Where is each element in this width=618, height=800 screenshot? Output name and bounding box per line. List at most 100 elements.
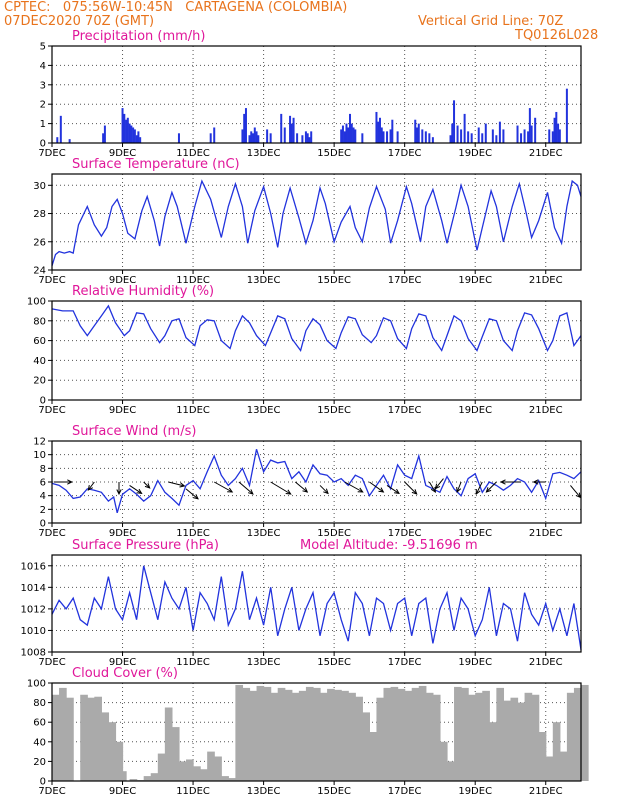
precip-bar <box>528 108 531 143</box>
precip-bar <box>244 108 247 143</box>
precip-bar <box>133 129 136 143</box>
precip-bar <box>389 129 392 143</box>
precip-bar <box>516 125 519 143</box>
cloud-area-bar <box>263 686 272 781</box>
wind-arrow-shaft <box>369 481 384 493</box>
precip-bar <box>253 127 256 143</box>
cloud-area-bar <box>291 692 300 781</box>
precip-bar <box>177 133 180 143</box>
wind-arrow-shaft <box>344 481 363 493</box>
pres-title: Surface Pressure (hPa) <box>72 538 219 553</box>
temp-xtick-label: 11DEC <box>176 275 210 286</box>
cloud-xtick-label: 21DEC <box>529 786 563 797</box>
precip-bar <box>530 125 533 143</box>
precip-bar <box>283 127 286 143</box>
precip-bar <box>467 131 470 143</box>
cloud-area-bar <box>432 694 441 781</box>
temp-xtick-label: 17DEC <box>388 275 422 286</box>
cloud-area-bar <box>559 751 568 781</box>
wind-arrow-head <box>456 486 462 494</box>
wind-arrow-head <box>499 479 506 485</box>
wind-arrow-shaft <box>143 481 151 489</box>
cloud-area-bar <box>305 686 314 781</box>
precip-bar <box>347 127 350 143</box>
pres-xtick-label: 9DEC <box>109 657 136 668</box>
precip-bar <box>269 133 272 143</box>
rh-ytick-label: 60 <box>33 336 46 347</box>
pres-xtick-label: 21DEC <box>529 657 563 668</box>
cloud-area-bar <box>214 756 222 781</box>
precip-bar <box>451 123 454 143</box>
precip-bar <box>558 129 561 143</box>
cloud-area-bar <box>94 696 102 781</box>
precip-xtick-label: 21DEC <box>529 148 563 159</box>
cloud-ytick-label: 60 <box>33 718 46 729</box>
cloud-area-bar <box>397 688 406 781</box>
precip-bar <box>213 127 216 143</box>
precip-bar <box>449 135 452 143</box>
wind-arrow-shaft <box>319 485 329 494</box>
header-grid-note: Vertical Grid Line: 70Z <box>418 14 564 29</box>
rh-xtick-label: 7DEC <box>38 405 65 416</box>
precip-bar <box>553 117 556 143</box>
pres-ytick-label: 1008 <box>21 648 46 659</box>
precip-bar <box>391 119 394 143</box>
temp-frame <box>51 173 582 271</box>
cloud-area-bar <box>496 687 505 781</box>
precip-bar <box>417 123 420 143</box>
cloud-ytick-label: 40 <box>33 737 46 748</box>
wind-arrow-head <box>357 487 364 493</box>
cloud-area-bar <box>348 692 356 781</box>
rh-ytick-label: 40 <box>33 356 46 367</box>
precip-bar <box>396 131 399 143</box>
rh-xtick-label: 21DEC <box>529 405 563 416</box>
precip-xtick-label: 13DEC <box>247 148 281 159</box>
wind-arrow-head <box>136 488 143 495</box>
wind-arrow-head <box>378 487 385 493</box>
cloud-area-bar <box>228 778 236 781</box>
cloud-area-bar <box>284 689 293 781</box>
wind-xtick-label: 15DEC <box>317 528 351 539</box>
wind-ytick-label: 8 <box>40 464 46 475</box>
pres-ytick-label: 1010 <box>21 626 46 637</box>
cloud-area-bar <box>482 690 490 781</box>
wind-arrow-shaft <box>87 481 95 491</box>
precip-bar <box>257 135 260 143</box>
precip-bar <box>250 131 253 143</box>
cloud-area-bar <box>475 692 483 781</box>
wind-arrow-shaft <box>486 481 497 493</box>
pres-xtick-label: 15DEC <box>317 657 351 668</box>
cloud-ytick-label: 0 <box>40 777 46 788</box>
pres-xtick-label: 19DEC <box>458 657 492 668</box>
wind-arrow-shaft <box>238 481 254 495</box>
precip-bar <box>555 111 558 143</box>
precip-bar <box>306 133 309 143</box>
wind-xtick-label: 17DEC <box>388 528 422 539</box>
precip-xtick-label: 7DEC <box>38 148 65 159</box>
precip-xtick-label: 15DEC <box>317 148 351 159</box>
cloud-area-bar <box>312 687 321 781</box>
temp-ytick-label: 24 <box>33 266 46 277</box>
precip-bar <box>491 129 494 143</box>
pres-xtick-label: 11DEC <box>176 657 210 668</box>
precip-bar <box>248 135 251 143</box>
rh-ytick-label: 20 <box>33 376 46 387</box>
precip-bar <box>128 123 131 143</box>
cloud-ytick-label: 80 <box>33 698 46 709</box>
precip-bar <box>341 125 344 143</box>
pres-ytick-label: 1016 <box>21 561 46 572</box>
precip-bar <box>350 123 353 143</box>
precip-xtick-label: 11DEC <box>176 148 210 159</box>
precip-bar <box>209 133 212 143</box>
wind-arrow-shaft <box>185 488 199 500</box>
pres-xtick-label: 13DEC <box>247 657 281 668</box>
cloud-area-bar <box>87 697 95 781</box>
precip-bar <box>349 113 352 143</box>
precip-bar <box>266 129 269 143</box>
wind-arrow-head <box>532 479 539 485</box>
precip-bar <box>477 127 480 143</box>
cloud-area-bar <box>439 741 448 781</box>
pres-xtick-label: 7DEC <box>38 657 65 668</box>
precip-bar <box>460 129 463 143</box>
temp-xtick-label: 19DEC <box>458 275 492 286</box>
